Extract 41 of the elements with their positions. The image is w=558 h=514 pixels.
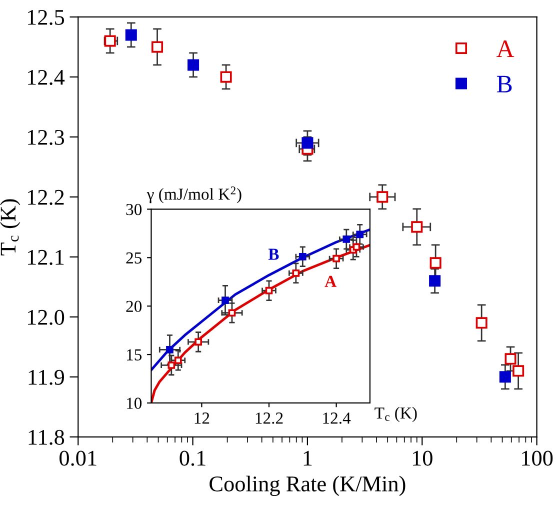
x-tick-label: 12.4 [323,412,351,424]
point [356,230,364,238]
x-tick-label: 100 [522,450,553,466]
point [292,269,300,277]
point [332,254,340,262]
y-tick-label: 10 [126,398,142,409]
y-tick-label: 11.8 [28,430,64,445]
x-tick-label: 0.01 [60,450,96,466]
y-tick-label: 12.4 [28,70,65,85]
x-tick-label: 10 [412,450,432,466]
y-tick-label: 12.1 [28,250,64,265]
legend-label: B [496,76,512,92]
point [265,286,273,294]
point [166,346,174,354]
y-axis-title: γ (mJ/mol K$^{2}$) [146,186,242,204]
x-tick-label: 1 [304,450,312,466]
point [194,338,202,346]
annotation: A [324,276,336,287]
annotation: B [268,248,279,260]
legend-label: A [496,40,514,57]
y-axis-title: T$_{c}$ (K) [0,199,20,256]
y-tick-label: 12.0 [28,310,64,325]
point [174,356,182,364]
y-tick-label: 15 [126,349,142,360]
y-tick-label: 12.5 [28,10,64,25]
y-tick-label: 30 [126,204,142,216]
point [228,309,236,317]
x-axis-title: T$_{c}$ (K) [374,406,417,422]
y-tick-label: 25 [126,252,142,264]
y-tick-label: 20 [126,300,142,312]
x-tick-label: 0.1 [180,450,206,466]
point [342,236,350,243]
point [298,252,306,260]
y-tick-label: 12.2 [28,190,64,205]
y-tick-label: 12.3 [28,130,64,145]
line-series [151,228,370,372]
y-tick-label: 11.9 [28,370,64,385]
x-tick-label: 12 [194,412,210,424]
x-axis-title: Cooling Rate (K/Min) [210,476,406,496]
x-tick-label: 12.2 [256,412,283,424]
point [222,296,229,304]
